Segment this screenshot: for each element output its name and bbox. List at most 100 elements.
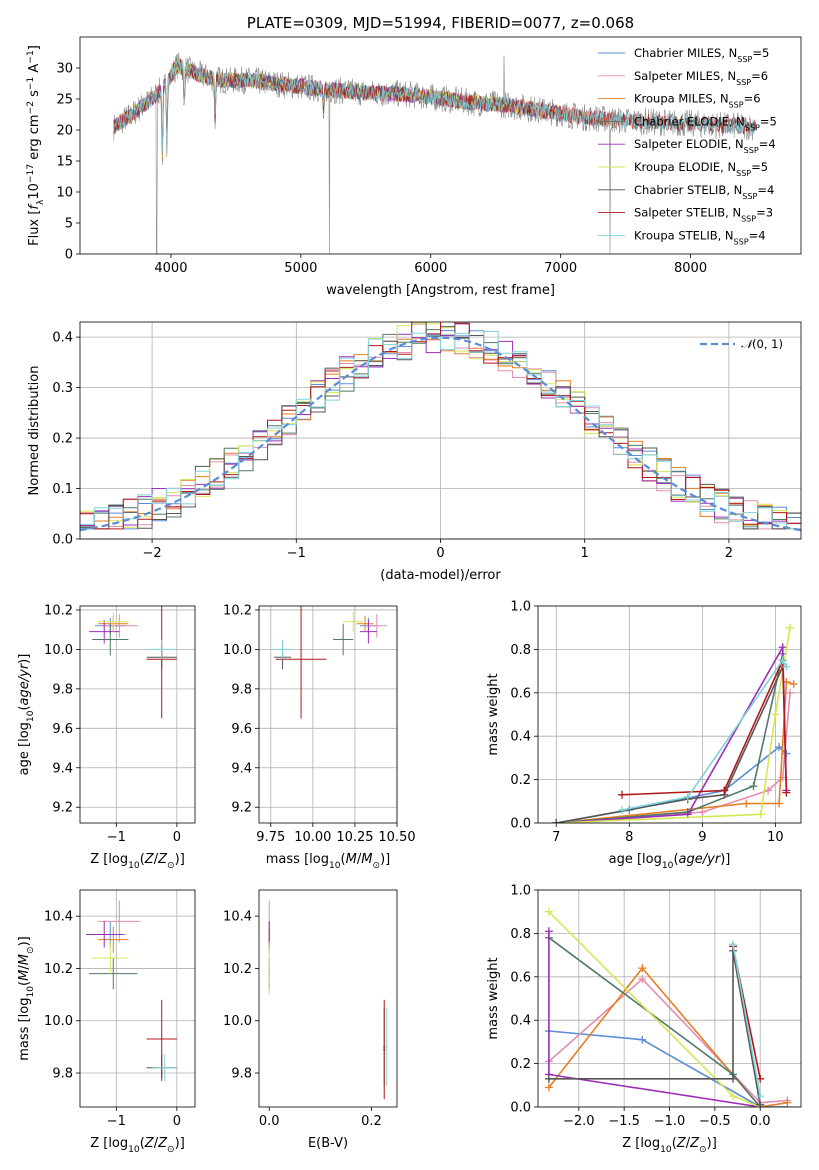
legend-entry: Salpeter ELODIE, NSSP=4	[634, 137, 776, 155]
x-tick-label: 7	[552, 830, 560, 845]
y-tick-label: 10.2	[223, 603, 252, 618]
series-line-chabrier_elodie	[556, 653, 784, 823]
data-point	[728, 940, 737, 949]
y-tick-label: 0.0	[510, 1101, 531, 1116]
data-point	[775, 799, 784, 808]
x-tick-label: −1.5	[608, 1114, 640, 1129]
y-tick-label: 10.0	[44, 1014, 73, 1029]
data-point	[552, 819, 561, 823]
series-line-kroupa_elodie	[548, 911, 761, 1107]
data-point	[789, 680, 798, 689]
panel-age_vs_mass: 9.75 10.00 10.25 10.50 9.2 9.4 9.6 9.8 10.0 10.2 m…	[223, 603, 416, 871]
y-tick-label: 20	[56, 124, 73, 139]
y-tick-label: 10.0	[223, 1014, 252, 1029]
y-tick-label: 10.4	[223, 910, 252, 925]
x-tick-label: 10.50	[378, 830, 415, 845]
series-line-chabrier_miles	[548, 1030, 788, 1107]
data-point	[698, 808, 707, 817]
legend-entry: Chabrier MILES, NSSP=5	[634, 46, 769, 64]
plot-area	[86, 900, 177, 1081]
y-tick-label: 0.2	[52, 432, 73, 447]
plot-area	[544, 907, 792, 1107]
series-line-kroupa_stelib	[732, 944, 761, 1097]
legend-entry: Kroupa ELODIE, NSSP=5	[634, 160, 768, 178]
y-tick-label: 0.4	[510, 1014, 531, 1029]
y-tick-label: 0.3	[52, 381, 73, 396]
series-line-salpeter_elodie	[548, 931, 761, 1107]
x-tick-label: 0	[436, 546, 444, 561]
y-tick-label: 10.4	[44, 910, 73, 925]
legend: Chabrier MILES, NSSP=5 Salpeter MILES, NS…	[598, 46, 777, 246]
data-point	[728, 1074, 737, 1083]
y-tick-label: 0.6	[510, 686, 531, 701]
x-tick-label: −1	[287, 546, 306, 561]
y-tick-label: 9.6	[231, 722, 252, 737]
axes-frame	[79, 36, 802, 255]
legend-entry: Salpeter STELIB, NSSP=3	[634, 206, 773, 224]
y-tick-label: 0.8	[510, 643, 531, 658]
series-line-kroupa_miles	[548, 966, 788, 1107]
x-tick-label: 0.2	[361, 1114, 382, 1129]
series-line-salpeter_miles	[548, 977, 788, 1104]
axes-frame	[79, 889, 196, 1108]
x-tick-label: 6000	[414, 261, 447, 276]
y-tick-label: 25	[56, 93, 73, 108]
y-tick-label: 9.4	[52, 761, 73, 776]
data-point	[749, 782, 758, 791]
series-line-chabrier_stelib	[556, 666, 784, 823]
x-tick-label: −1	[107, 830, 126, 845]
data-point	[786, 688, 795, 697]
x-tick-label: 9.75	[256, 830, 285, 845]
data-point	[756, 1100, 765, 1107]
axes-frame	[258, 889, 398, 1108]
y-tick-label: 9.8	[52, 1067, 73, 1082]
data-point	[544, 927, 553, 936]
histogram-salpeter_stelib	[80, 322, 801, 530]
x-tick-label: 8000	[674, 261, 707, 276]
x-tick-label: 1	[581, 546, 589, 561]
x-tick-label: 4000	[154, 261, 187, 276]
series-line-salpeter_stelib	[621, 659, 788, 796]
x-axis-label: mass [log10(M/M⊙)]	[266, 852, 390, 871]
plot-area	[89, 606, 177, 719]
data-point	[764, 786, 773, 795]
y-tick-label: 10.2	[44, 962, 73, 977]
data-point	[544, 1074, 553, 1083]
model-spectrum-kroupa_stelib	[113, 58, 756, 154]
y-tick-label: 10.2	[44, 603, 73, 618]
x-axis-label: age [log10(age/yr)]	[609, 852, 731, 871]
y-tick-label: 1.0	[510, 884, 531, 899]
x-tick-label: 10.00	[294, 830, 331, 845]
y-tick-label: 0	[65, 248, 73, 263]
y-tick-label: 1.0	[510, 600, 531, 615]
y-tick-label: 0.2	[510, 1057, 531, 1072]
x-tick-label: 0.0	[259, 1114, 280, 1129]
data-point	[638, 964, 647, 973]
y-axis-label: mass weight	[486, 957, 501, 1039]
panel-mass_vs_Z: −1 0 9.8 10.0 10.2 10.4 Z [log10(Z/Z⊙)] mass [l…	[17, 889, 196, 1155]
plot-area	[268, 900, 388, 1100]
data-point	[778, 643, 787, 652]
y-axis-label: mass [log10(M/M⊙)]	[17, 936, 36, 1060]
data-point	[683, 792, 692, 801]
data-point	[618, 805, 627, 814]
x-tick-label: 0	[173, 830, 181, 845]
y-axis-label: age [log10(age/yr)]	[17, 654, 36, 776]
x-axis-label: E(B-V)	[308, 1136, 348, 1151]
legend-entry: Kroupa MILES, NSSP=6	[634, 92, 761, 110]
data-point	[544, 1083, 553, 1092]
data-point	[728, 1092, 737, 1101]
plot-area	[80, 322, 801, 532]
x-tick-label: −0.5	[699, 1114, 731, 1129]
data-point	[742, 799, 751, 808]
series-line-kroupa_elodie	[556, 627, 791, 823]
y-tick-label: 0.2	[510, 773, 531, 788]
legend-entry: Chabrier ELODIE, NSSP=5	[634, 114, 777, 131]
series-line-chabrier_stelib	[548, 950, 761, 1105]
plot-area	[274, 606, 387, 719]
data-point	[778, 656, 787, 665]
y-tick-label: 9.4	[231, 761, 252, 776]
panel-spectrum: 4000 5000 6000 7000 8000 0 5 10 15 20 25 30 PLATE=03…	[26, 14, 802, 298]
x-axis-label: Z [log10(Z/Z⊙)]	[90, 1136, 185, 1155]
histogram-salpeter_miles	[80, 322, 801, 530]
